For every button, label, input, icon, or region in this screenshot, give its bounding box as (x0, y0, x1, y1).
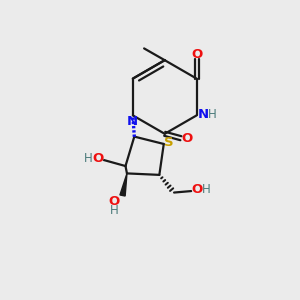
Text: O: O (109, 195, 120, 208)
Text: N: N (127, 116, 138, 128)
Text: O: O (93, 152, 104, 165)
Text: H: H (110, 204, 119, 217)
Polygon shape (120, 173, 127, 196)
Text: O: O (182, 132, 193, 145)
Text: H: H (84, 152, 93, 165)
Text: O: O (191, 48, 202, 61)
Text: O: O (191, 183, 203, 196)
Text: H: H (208, 108, 216, 121)
Text: N: N (197, 108, 208, 121)
Text: S: S (164, 136, 174, 149)
Text: H: H (202, 183, 210, 196)
